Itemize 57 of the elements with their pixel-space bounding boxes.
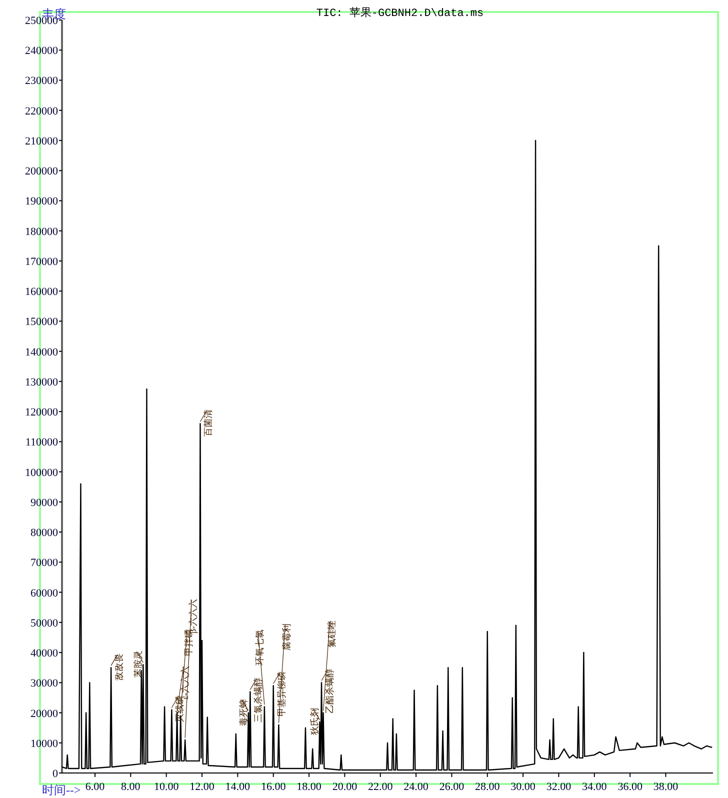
y-tick-label: 150000: [25, 316, 58, 328]
x-tick-label: 38.00: [653, 781, 679, 793]
y-tick-label: 230000: [25, 75, 58, 88]
annotation: 氟硅唑: [326, 620, 336, 648]
annotation: 乙酯杀螨醇: [324, 668, 335, 714]
y-tick-label: 120000: [25, 406, 58, 419]
y-tick-label: 80000: [30, 527, 58, 540]
y-tick-label: 20000: [30, 708, 58, 720]
x-tick-label: 18.00: [296, 781, 322, 793]
x-tick-label: 8.00: [121, 781, 141, 793]
y-tick-label: 40000: [30, 648, 58, 660]
y-tick-label: 170000: [25, 256, 58, 268]
annotation: 苯胺灵: [133, 650, 144, 678]
annotation: 灭线磷: [174, 696, 185, 723]
x-tick-label: 24.00: [404, 781, 429, 793]
x-tick-label: 30.00: [510, 781, 536, 793]
x-tick-label: 28.00: [475, 781, 500, 793]
x-tick-label: 32.00: [546, 781, 572, 793]
x-tick-label: 26.00: [439, 781, 465, 793]
annotation: 环氧七氯: [254, 630, 264, 666]
x-tick-label: 34.00: [582, 781, 608, 793]
annotation: 狄氏剂: [310, 708, 320, 735]
line-series: [61, 140, 713, 771]
y-tick-label: 70000: [30, 557, 58, 570]
annotation: 三氯杀螨醇: [253, 678, 264, 723]
x-tick-label: 12.00: [190, 781, 215, 793]
annotation: 百菌清: [203, 410, 214, 437]
y-tick-label: 0: [52, 768, 58, 780]
y-tick-label: 200000: [25, 166, 58, 178]
annotation: 腐霉利: [282, 624, 292, 651]
y-tick-label: 190000: [25, 196, 58, 208]
y-tick-label: 240000: [25, 45, 58, 58]
x-tick-label: 6.00: [85, 781, 106, 793]
x-tick-label: 16.00: [260, 781, 286, 793]
y-tick-label: 60000: [30, 587, 58, 600]
annotation: 甲基异柳磷: [276, 672, 286, 717]
x-axis-title: 时间-->: [42, 783, 81, 797]
y-tick-label: 90000: [30, 496, 58, 509]
y-tick-label: 30000: [30, 678, 58, 690]
y-tick-label: 160000: [25, 286, 58, 298]
chart-title: TIC: 苹果-GCBNH2.D\data.ms: [316, 7, 484, 20]
y-tick-label: 140000: [25, 346, 58, 358]
x-tick-label: 22.00: [368, 781, 394, 793]
y-tick-label: 10000: [30, 738, 58, 750]
x-tick-label: 14.00: [225, 781, 251, 793]
y-tick-label: 220000: [25, 105, 58, 118]
x-tick-label: 36.00: [618, 781, 643, 793]
y-tick-label: 100000: [25, 466, 58, 479]
y-tick-label: 180000: [25, 226, 58, 238]
y-tick-label: 210000: [25, 135, 58, 148]
annotation: 敌敌畏: [114, 654, 124, 681]
annotation: 毒死蜱: [238, 698, 248, 726]
x-tick-label: 20.00: [332, 781, 358, 793]
y-tick-label: 110000: [25, 436, 58, 449]
y-tick-label: 130000: [25, 376, 58, 388]
x-tick-label: 10.00: [154, 781, 180, 793]
y-tick-label: 50000: [30, 617, 58, 630]
